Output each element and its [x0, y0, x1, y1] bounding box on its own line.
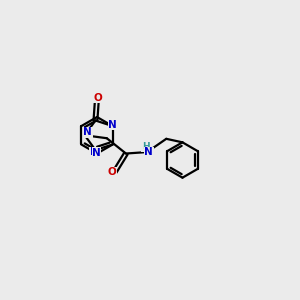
Text: O: O [107, 167, 116, 177]
Text: N: N [92, 148, 101, 158]
Text: N: N [83, 127, 92, 137]
Text: H: H [142, 142, 149, 151]
Text: N: N [144, 147, 153, 157]
Text: N: N [90, 147, 98, 158]
Text: O: O [93, 93, 102, 103]
Text: N: N [108, 120, 117, 130]
